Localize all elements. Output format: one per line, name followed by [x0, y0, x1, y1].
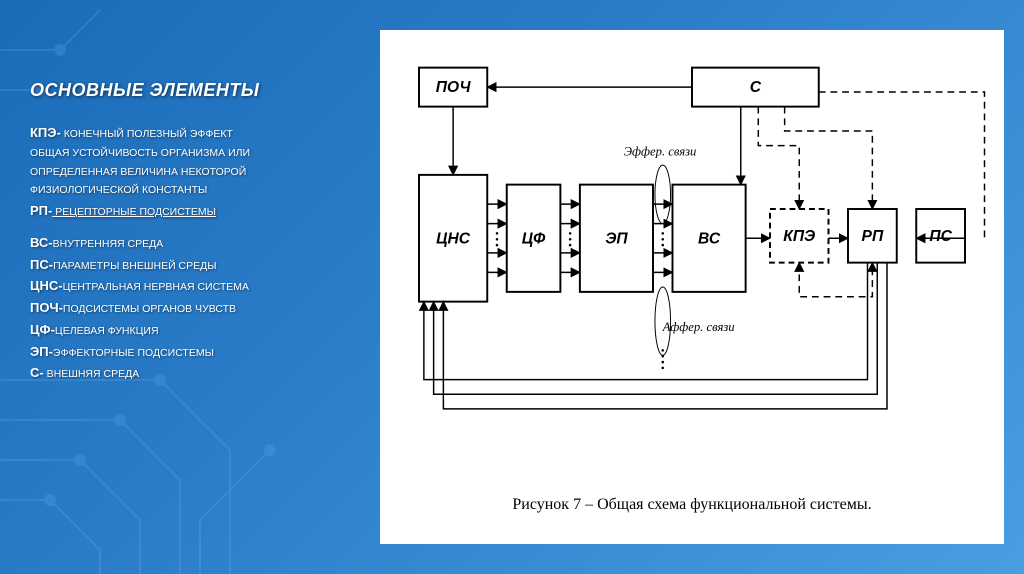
definition-row: ОБЩАЯ УСТОЙЧИВОСТЬ ОРГАНИЗМА ИЛИ [30, 145, 370, 162]
arrow-dashed [785, 107, 873, 209]
definition-row: КПЭ- КОНЕЧНЫЙ ПОЛЕЗНЫЙ ЭФФЕКТ [30, 123, 370, 143]
arrow-dashed [799, 263, 872, 297]
definition-row: ЦФ-ЦЕЛЕВАЯ ФУНКЦИЯ [30, 320, 370, 340]
box-label-poch: ПОЧ [436, 79, 472, 96]
definition-row: ПОЧ-ПОДСИСТЕМЫ ОРГАНОВ ЧУВСТВ [30, 298, 370, 318]
definitions-panel: ОСНОВНЫЕ ЭЛЕМЕНТЫ КПЭ- КОНЕЧНЫЙ ПОЛЕЗНЫЙ… [30, 30, 370, 544]
definition-row: ЭП-ЭФФЕКТОРНЫЕ ПОДСИСТЕМЫ [30, 342, 370, 362]
definition-row: ОПРЕДЕЛЕННАЯ ВЕЛИЧИНА НЕКОТОРОЙ [30, 164, 370, 181]
box-label-c: С [750, 79, 762, 96]
definition-row: ПС-ПАРАМЕТРЫ ВНЕШНЕЙ СРЕДЫ [30, 255, 370, 275]
annotation-affer: Аффер. связи [662, 320, 735, 334]
box-label-cns: ЦНС [436, 230, 471, 247]
bundle-ellipse [655, 165, 671, 224]
diagram-panel: ПОЧ С ЦНС ЦФ ЭП ВС КПЭ РП ПС Эффер. связи Аффер. с… [380, 30, 1004, 544]
box-label-ep: ЭП [605, 230, 628, 247]
box-label-cf: ЦФ [522, 230, 546, 247]
box-label-ps: ПС [929, 228, 952, 245]
page-title: ОСНОВНЫЕ ЭЛЕМЕНТЫ [30, 80, 370, 101]
box-label-vs: ВС [698, 230, 721, 247]
functional-system-diagram: ПОЧ С ЦНС ЦФ ЭП ВС КПЭ РП ПС Эффер. связи Аффер. с… [380, 30, 1004, 544]
annotation-effer: Эффер. связи [624, 144, 697, 158]
box-label-kpe: КПЭ [783, 228, 815, 245]
definitions-list: КПЭ- КОНЕЧНЫЙ ПОЛЕЗНЫЙ ЭФФЕКТ ОБЩАЯ УСТОЙ… [30, 123, 370, 383]
definition-row: ФИЗИОЛОГИЧЕСКОЙ КОНСТАНТЫ [30, 182, 370, 199]
box-label-rp: РП [862, 228, 884, 245]
definition-row: ЦНС-ЦЕНТРАЛЬНАЯ НЕРВНАЯ СИСТЕМА [30, 276, 370, 296]
diagram-caption: Рисунок 7 – Общая схема функциональной с… [380, 496, 1004, 514]
arrow-dashed [758, 107, 799, 209]
definition-row: ВС-ВНУТРЕННЯЯ СРЕДА [30, 233, 370, 253]
definition-row: С- ВНЕШНЯЯ СРЕДА [30, 363, 370, 383]
definition-row: РП- РЕЦЕПТОРНЫЕ ПОДСИСТЕМЫ [30, 201, 370, 221]
